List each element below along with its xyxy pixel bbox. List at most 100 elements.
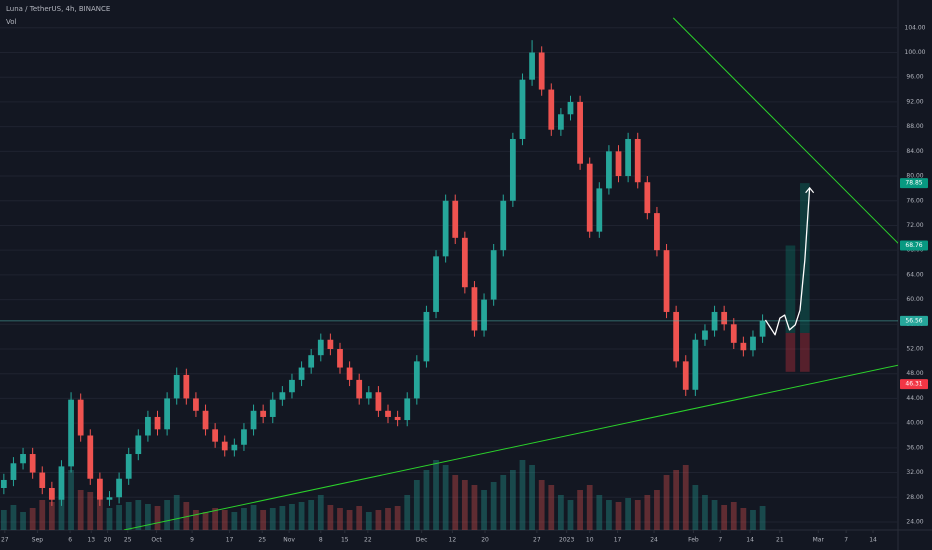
x-tick-label: 27 — [1, 537, 9, 544]
candle-body — [125, 454, 132, 479]
y-tick-label: 28.00 — [906, 494, 923, 501]
candle-body — [212, 429, 219, 442]
volume-bar — [481, 490, 487, 530]
volume-bar — [77, 490, 84, 530]
candle-body — [260, 410, 267, 417]
position-target-zone — [785, 245, 796, 333]
volume-bar — [471, 485, 478, 530]
candle-body — [269, 399, 276, 417]
volume-bar — [519, 460, 526, 530]
trendline — [123, 364, 898, 530]
candle-body — [164, 398, 170, 430]
volume-bar — [125, 502, 132, 530]
x-tick-label: 6 — [68, 537, 72, 544]
x-tick-label: 9 — [190, 537, 194, 544]
x-tick-label: 12 — [449, 537, 457, 544]
y-tick-label: 32.00 — [906, 469, 923, 476]
candle-body — [97, 478, 103, 500]
candle-body — [193, 398, 199, 411]
candle-body — [87, 435, 94, 479]
volume-bar — [442, 465, 449, 530]
x-tick-label: 7 — [718, 537, 722, 544]
x-tick-label: 27 — [533, 537, 541, 544]
volume-label: Vol — [6, 18, 17, 26]
volume-bar — [740, 508, 747, 530]
candle-body — [663, 250, 670, 312]
candle-body — [68, 399, 74, 467]
candle-body — [538, 52, 545, 90]
candle-body — [39, 472, 46, 488]
candle-body — [77, 399, 84, 436]
candle-body — [346, 367, 353, 380]
volume-bar — [452, 475, 459, 530]
volume-bar — [509, 470, 516, 530]
volume-bar — [212, 508, 219, 530]
volume-bar — [269, 508, 276, 530]
volume-bar — [548, 485, 555, 530]
candle-body — [183, 374, 190, 399]
volume-bar — [48, 502, 55, 530]
volume-bar — [29, 508, 36, 530]
candle-body — [721, 311, 728, 325]
volume-bar — [375, 510, 382, 530]
candle-body — [654, 213, 660, 251]
candle-body — [154, 416, 161, 430]
price-tag-label: 46.31 — [905, 381, 922, 388]
y-tick-label: 72.00 — [906, 222, 923, 229]
price-tag — [900, 315, 928, 326]
volume-bar — [173, 495, 180, 530]
volume-bar — [317, 495, 324, 530]
candle-body — [644, 182, 651, 214]
volume-bar — [356, 506, 363, 530]
position-stop-zone — [800, 332, 810, 372]
candle-body — [279, 392, 286, 400]
candle-body — [615, 151, 622, 177]
candle-body — [548, 89, 555, 130]
price-tag — [900, 379, 928, 390]
volume-bar — [759, 506, 766, 530]
y-tick-label: 80.00 — [906, 173, 923, 180]
candle-body — [413, 361, 420, 399]
price-tag — [900, 178, 928, 189]
candle-body — [298, 367, 305, 380]
y-tick-label: 52.00 — [906, 346, 923, 353]
volume-bar — [164, 500, 170, 530]
volume-bar — [289, 504, 295, 530]
x-tick-label: 25 — [124, 537, 132, 544]
chart-title: Luna / TetherUS, 4h, BINANCE — [6, 5, 110, 13]
y-tick-label: 36.00 — [906, 444, 923, 451]
volume-bar — [145, 504, 151, 530]
projection-path — [764, 187, 811, 336]
candle-body — [558, 114, 564, 130]
candle-body — [682, 361, 689, 390]
grid — [0, 27, 898, 523]
volume-bar — [58, 495, 65, 530]
candle-body — [730, 324, 737, 343]
x-tick-label: 21 — [776, 537, 784, 544]
volume-bar — [20, 512, 26, 530]
candle-body — [634, 138, 641, 183]
axes: 24.00 28.00 32.00 36.00 40.00 44.00 48.00 52.00… — [1, 24, 928, 544]
candle-body — [10, 463, 17, 480]
plot-area — [0, 17, 898, 530]
candle-body — [567, 101, 574, 115]
candle-body — [173, 374, 180, 399]
candle-body — [509, 138, 516, 201]
candle-body — [404, 398, 411, 421]
y-tick-label: 92.00 — [906, 98, 923, 105]
volume-bar — [692, 485, 699, 530]
volume-bar — [606, 500, 612, 530]
candle-body — [625, 138, 632, 177]
volume-bar — [154, 506, 161, 530]
x-tick-label: 17 — [614, 537, 622, 544]
volume-bar — [490, 482, 497, 530]
volume-bar — [68, 470, 74, 530]
candle-body — [673, 311, 680, 362]
candle-body — [759, 320, 766, 337]
candle-body — [529, 52, 535, 80]
candle-body — [135, 435, 142, 455]
candle-body — [433, 256, 439, 312]
volume-bar — [202, 512, 209, 530]
candle-body — [221, 441, 228, 451]
y-tick-label: 44.00 — [906, 395, 923, 402]
